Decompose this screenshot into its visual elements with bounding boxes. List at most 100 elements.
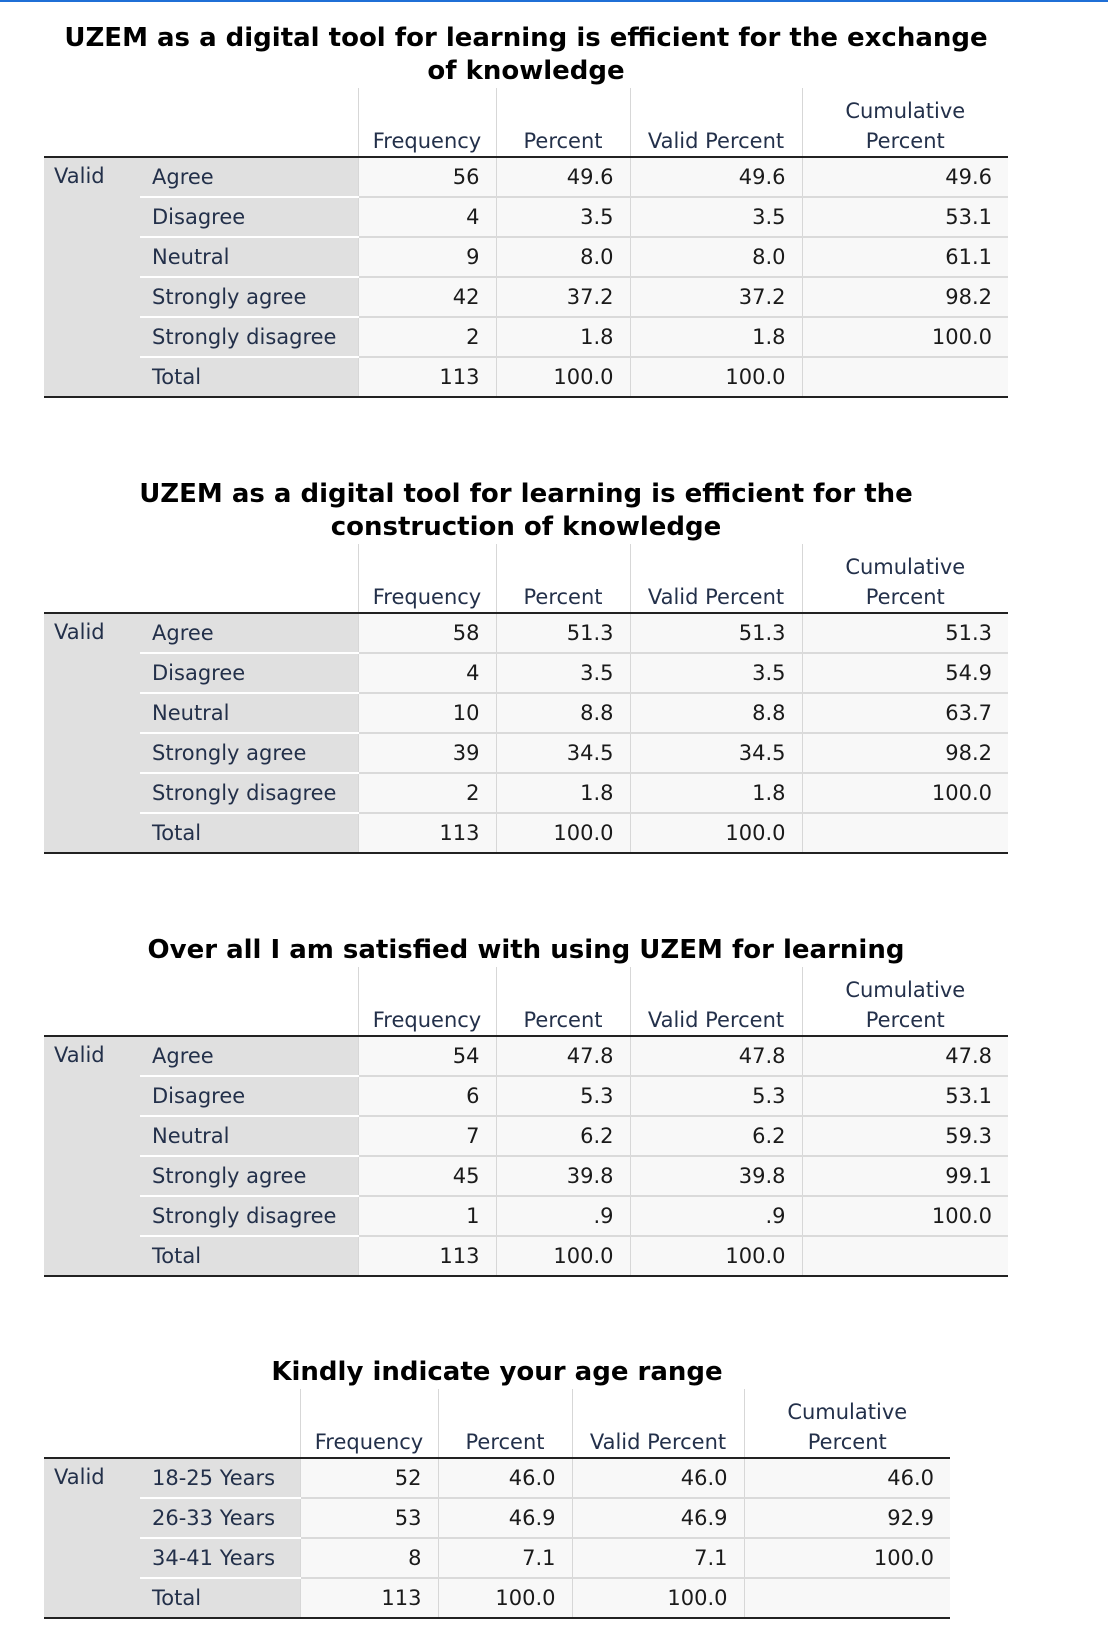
table-row: Valid Agree 54 47.8 47.8 47.8 — [44, 1036, 1008, 1276]
row-label: 34-41 Years — [140, 1538, 300, 1579]
cell-cumulative-percent: 100.0 — [801, 773, 1008, 814]
cell-cumulative-percent: 100.0 — [801, 317, 1008, 358]
row-label: Neutral — [140, 1116, 358, 1157]
cell-frequency: 113 — [357, 813, 496, 853]
cell-frequency: 7 — [357, 1116, 496, 1157]
header-frequency: Frequency — [357, 88, 496, 157]
cell-percent: 5.3 — [495, 1076, 630, 1117]
row-label: Total — [140, 1236, 358, 1276]
table-row-total: Total 113 100.0 100.0 — [44, 813, 1008, 853]
cell-valid-percent: 5.3 — [629, 1076, 802, 1117]
table-title: UZEM as a digital tool for learning is e… — [139, 479, 913, 542]
cell-cumulative-percent — [801, 357, 1008, 397]
cell-valid-percent: 3.5 — [629, 197, 802, 238]
cell-frequency: 1 — [357, 1196, 496, 1237]
cell-cumulative-percent: 53.1 — [801, 1076, 1008, 1117]
row-label: Strongly disagree — [140, 773, 358, 814]
cell-percent: 8.8 — [495, 693, 630, 734]
table-title: Kindly indicate your age range — [271, 1357, 723, 1387]
table-row: 26-33 Years 53 46.9 46.9 92.9 — [44, 1498, 950, 1539]
header-percent: Percent — [495, 967, 630, 1036]
cell-frequency: 4 — [357, 197, 496, 238]
cell-cumulative-percent: 92.9 — [743, 1498, 950, 1539]
row-label: Neutral — [140, 693, 358, 734]
cell-cumulative-percent — [801, 813, 1008, 853]
cell-valid-percent: 100.0 — [629, 357, 802, 397]
cell-percent: 1.8 — [495, 317, 630, 358]
row-label: Disagree — [140, 653, 358, 694]
cell-frequency: 8 — [299, 1538, 438, 1579]
group-label: Valid — [44, 1036, 140, 1276]
cell-valid-percent: 100.0 — [629, 1236, 802, 1276]
cell-percent: 3.5 — [495, 197, 630, 238]
cell-cumulative-percent: 51.3 — [801, 613, 1008, 654]
header-cumulative-percent: Cumulative Percent — [743, 1389, 950, 1458]
cell-cumulative-percent: 100.0 — [801, 1196, 1008, 1237]
table-row: Strongly agree 45 39.8 39.8 99.1 — [44, 1156, 1008, 1197]
cell-cumulative-percent: 98.2 — [801, 733, 1008, 774]
cell-valid-percent: 8.8 — [629, 693, 802, 734]
frequency-table-exchange: UZEM as a digital tool for learning is e… — [44, 22, 1008, 398]
cell-percent: 100.0 — [495, 357, 630, 397]
table-row-total: Total 113 100.0 100.0 — [44, 1236, 1008, 1276]
cell-percent: 37.2 — [495, 277, 630, 318]
header-percent: Percent — [437, 1389, 572, 1458]
cell-frequency: 113 — [357, 1236, 496, 1276]
cell-frequency: 39 — [357, 733, 496, 774]
cell-valid-percent: 100.0 — [571, 1578, 744, 1618]
row-label: Strongly agree — [140, 277, 358, 318]
cell-frequency: 113 — [299, 1578, 438, 1618]
cell-valid-percent: 39.8 — [629, 1156, 802, 1197]
row-label: Neutral — [140, 237, 358, 278]
cell-cumulative-percent: 63.7 — [801, 693, 1008, 734]
row-label: Disagree — [140, 1076, 358, 1117]
header-percent: Percent — [495, 544, 630, 613]
row-label: 18-25 Years — [140, 1458, 300, 1499]
cell-cumulative-percent: 99.1 — [801, 1156, 1008, 1197]
header-row: Frequency Percent Valid Percent Cumulati… — [44, 88, 1008, 157]
cell-frequency: 42 — [357, 277, 496, 318]
cell-percent: 100.0 — [495, 1236, 630, 1276]
header-cumulative-percent: Cumulative Percent — [801, 967, 1008, 1036]
cell-percent: 51.3 — [495, 613, 630, 654]
cell-percent: 7.1 — [437, 1538, 572, 1579]
cell-percent: 100.0 — [495, 813, 630, 853]
cell-valid-percent: 3.5 — [629, 653, 802, 694]
table-row: Neutral 7 6.2 6.2 59.3 — [44, 1116, 1008, 1157]
cell-percent: 34.5 — [495, 733, 630, 774]
cell-frequency: 9 — [357, 237, 496, 278]
frequency-table-age-range: Kindly indicate your age range Frequency… — [44, 1356, 950, 1619]
row-label: Strongly agree — [140, 1156, 358, 1197]
cell-frequency: 4 — [357, 653, 496, 694]
cell-percent: 1.8 — [495, 773, 630, 814]
row-label: Total — [140, 1578, 300, 1618]
cell-frequency: 53 — [299, 1498, 438, 1539]
table-row: Valid Agree 56 49.6 49.6 49.6 — [44, 157, 1008, 397]
table-row-total: Total 113 100.0 100.0 — [44, 357, 1008, 397]
cell-cumulative-percent: 47.8 — [801, 1036, 1008, 1077]
cell-percent: 47.8 — [495, 1036, 630, 1077]
header-valid-percent: Valid Percent — [629, 544, 802, 613]
table-title: Over all I am satisfied with using UZEM … — [147, 935, 905, 965]
frequency-table-construction: UZEM as a digital tool for learning is e… — [44, 478, 1008, 854]
table-row: Disagree 4 3.5 3.5 53.1 — [44, 197, 1008, 238]
cell-cumulative-percent: 49.6 — [801, 157, 1008, 198]
cell-valid-percent: 34.5 — [629, 733, 802, 774]
cell-valid-percent: 6.2 — [629, 1116, 802, 1157]
table-row: Valid Agree 58 51.3 51.3 51.3 — [44, 613, 1008, 853]
cell-frequency: 54 — [357, 1036, 496, 1077]
table-row-total: Total 113 100.0 100.0 — [44, 1578, 950, 1618]
cell-valid-percent: 7.1 — [571, 1538, 744, 1579]
cell-valid-percent: 49.6 — [629, 157, 802, 198]
row-label: Agree — [140, 157, 358, 198]
row-label: Total — [140, 813, 358, 853]
group-label: Valid — [44, 613, 140, 853]
cell-valid-percent: 37.2 — [629, 277, 802, 318]
cell-valid-percent: .9 — [629, 1196, 802, 1237]
header-frequency: Frequency — [357, 967, 496, 1036]
header-row: Frequency Percent Valid Percent Cumulati… — [44, 1389, 950, 1458]
table-row: Neutral 10 8.8 8.8 63.7 — [44, 693, 1008, 734]
header-frequency: Frequency — [299, 1389, 438, 1458]
table: Frequency Percent Valid Percent Cumulati… — [44, 967, 1008, 1277]
header-cumulative-percent: Cumulative Percent — [801, 544, 1008, 613]
